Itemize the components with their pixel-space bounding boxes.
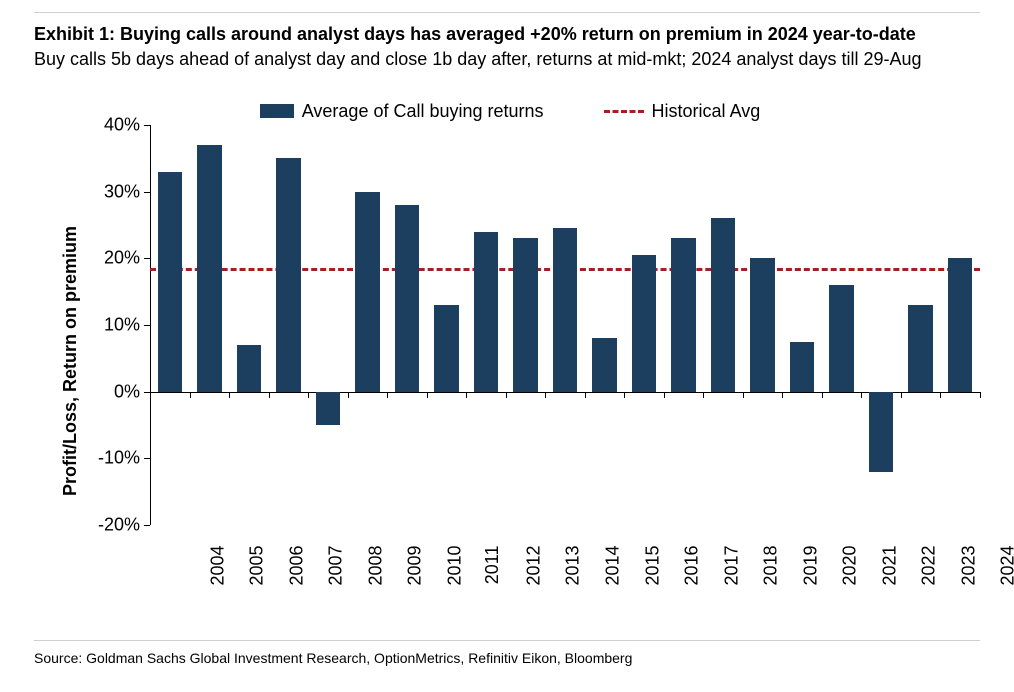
x-tick-label: 2019 xyxy=(800,545,821,585)
legend-series-label: Average of Call buying returns xyxy=(302,101,544,122)
y-tick-mark xyxy=(144,258,150,259)
bar xyxy=(513,238,538,391)
y-tick-label: 0% xyxy=(114,381,140,402)
x-tick-mark xyxy=(506,392,507,398)
x-tick-mark xyxy=(664,392,665,398)
y-tick-label: -10% xyxy=(98,448,140,469)
y-tick-label: 40% xyxy=(104,114,140,135)
y-tick-mark xyxy=(144,125,150,126)
x-tick-mark xyxy=(782,392,783,398)
x-tick-label: 2018 xyxy=(761,545,782,585)
x-tick-mark xyxy=(150,392,151,398)
exhibit-subtitle: Buy calls 5b days ahead of analyst day a… xyxy=(34,48,980,71)
y-tick-mark xyxy=(144,325,150,326)
x-tick-label: 2006 xyxy=(286,545,307,585)
y-tick-mark xyxy=(144,192,150,193)
bar xyxy=(908,305,933,392)
x-tick-label: 2021 xyxy=(879,545,900,585)
y-tick-mark xyxy=(144,458,150,459)
zero-axis-line xyxy=(150,392,980,393)
x-tick-mark xyxy=(427,392,428,398)
bar xyxy=(316,392,341,425)
bar xyxy=(790,342,815,392)
x-tick-label: 2007 xyxy=(326,545,347,585)
x-tick-label: 2005 xyxy=(247,545,268,585)
x-tick-label: 2012 xyxy=(523,545,544,585)
x-tick-mark xyxy=(743,392,744,398)
x-tick-label: 2023 xyxy=(958,545,979,585)
bottom-divider xyxy=(34,640,980,641)
x-tick-label: 2008 xyxy=(365,545,386,585)
legend-avg-label: Historical Avg xyxy=(652,101,761,122)
bar xyxy=(197,145,222,392)
bar xyxy=(750,258,775,391)
x-tick-label: 2010 xyxy=(444,545,465,585)
bar xyxy=(829,285,854,392)
x-tick-mark xyxy=(822,392,823,398)
x-tick-mark xyxy=(703,392,704,398)
x-tick-mark xyxy=(585,392,586,398)
x-tick-label: 2022 xyxy=(919,545,940,585)
x-tick-mark xyxy=(861,392,862,398)
x-tick-mark xyxy=(624,392,625,398)
y-tick-mark xyxy=(144,525,150,526)
legend-item-series: Average of Call buying returns xyxy=(260,101,544,122)
bar xyxy=(869,392,894,472)
bar xyxy=(553,228,578,391)
bar xyxy=(632,255,657,392)
y-axis-label: Profit/Loss, Return on premium xyxy=(60,226,81,496)
y-tick-label: 20% xyxy=(104,248,140,269)
exhibit-container: Exhibit 1: Buying calls around analyst d… xyxy=(0,0,1014,692)
x-tick-label: 2017 xyxy=(721,545,742,585)
x-tick-label: 2004 xyxy=(207,545,228,585)
bar xyxy=(158,172,183,392)
plot-region: -20%-10%0%10%20%30%40%200420052006200720… xyxy=(150,125,980,525)
exhibit-title: Exhibit 1: Buying calls around analyst d… xyxy=(34,23,980,46)
legend-bar-swatch xyxy=(260,104,294,118)
x-tick-mark xyxy=(940,392,941,398)
x-tick-mark xyxy=(466,392,467,398)
bar xyxy=(434,305,459,392)
x-tick-label: 2015 xyxy=(642,545,663,585)
bar xyxy=(276,158,301,391)
legend-item-avg: Historical Avg xyxy=(604,101,761,122)
y-tick-label: 30% xyxy=(104,181,140,202)
x-tick-mark xyxy=(901,392,902,398)
x-tick-label: 2014 xyxy=(603,545,624,585)
y-axis-line xyxy=(150,125,151,525)
legend-dash-swatch xyxy=(604,110,644,113)
bar xyxy=(948,258,973,391)
bar xyxy=(671,238,696,391)
bar xyxy=(474,232,499,392)
source-line: Source: Goldman Sachs Global Investment … xyxy=(34,650,632,666)
chart-legend: Average of Call buying returns Historica… xyxy=(40,101,980,122)
y-tick-label: -20% xyxy=(98,514,140,535)
x-tick-label: 2024 xyxy=(998,545,1014,585)
y-tick-label: 10% xyxy=(104,314,140,335)
x-tick-label: 2011 xyxy=(483,545,504,584)
bar xyxy=(237,345,262,392)
x-tick-label: 2020 xyxy=(840,545,861,585)
x-tick-mark xyxy=(545,392,546,398)
x-tick-mark xyxy=(190,392,191,398)
chart-area: Average of Call buying returns Historica… xyxy=(40,101,980,615)
top-divider xyxy=(34,12,980,13)
bar xyxy=(395,205,420,392)
x-tick-mark xyxy=(269,392,270,398)
x-tick-label: 2013 xyxy=(563,545,584,585)
x-tick-label: 2016 xyxy=(682,545,703,585)
x-tick-mark xyxy=(387,392,388,398)
x-tick-mark xyxy=(980,392,981,398)
x-tick-mark xyxy=(229,392,230,398)
x-tick-label: 2009 xyxy=(405,545,426,585)
bar xyxy=(711,218,736,391)
x-tick-mark xyxy=(308,392,309,398)
bar xyxy=(355,192,380,392)
bar xyxy=(592,338,617,391)
x-tick-mark xyxy=(348,392,349,398)
